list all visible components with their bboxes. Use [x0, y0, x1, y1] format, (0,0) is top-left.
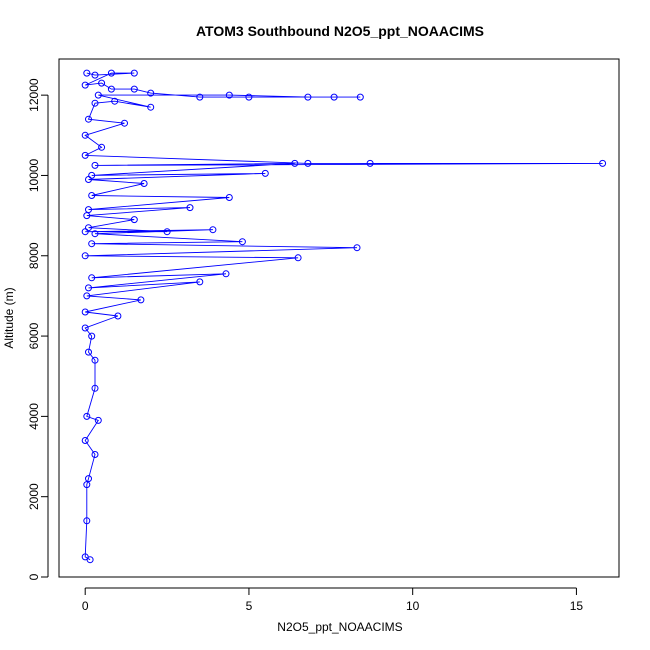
data-point [88, 171, 96, 179]
data-point [88, 192, 96, 199]
data-point [88, 332, 96, 340]
series-line [84, 72, 603, 561]
data-point [107, 69, 115, 77]
data-point [88, 274, 96, 282]
data-point [85, 224, 92, 232]
y-tick-label: 6000 [27, 322, 41, 349]
y-tick-label: 4000 [27, 403, 41, 430]
data-point [85, 348, 92, 356]
data-point [88, 240, 96, 248]
data-point [83, 292, 91, 300]
data-point [304, 159, 312, 167]
data-point [81, 437, 89, 444]
x-tick-label: 0 [82, 599, 89, 613]
data-point [121, 119, 128, 127]
data-point [91, 451, 99, 458]
data-point [304, 93, 312, 101]
data-point [83, 412, 91, 420]
y-axis: 0 2000 4000 6000 8000 10000 12000 [27, 78, 49, 580]
data-point [147, 89, 155, 97]
data-point [225, 194, 233, 201]
data-point [91, 161, 99, 169]
data-point [130, 216, 138, 224]
x-tick-label: 10 [406, 599, 420, 613]
data-point [130, 69, 138, 77]
data-point [94, 416, 102, 424]
data-point [91, 71, 99, 79]
data-point [163, 228, 171, 236]
data-point [330, 93, 338, 101]
data-point [91, 99, 99, 107]
data-point [186, 204, 194, 212]
data-point [137, 296, 145, 304]
data-point [83, 517, 91, 525]
data-point [81, 81, 89, 89]
data-point [130, 85, 138, 93]
data-point [91, 384, 99, 392]
x-tick-label: 15 [570, 599, 584, 613]
data-series [81, 69, 607, 564]
data-point [225, 91, 233, 99]
data-point [83, 69, 91, 77]
data-point [81, 308, 89, 316]
plot-frame [58, 58, 620, 578]
data-point [599, 159, 607, 167]
data-point [81, 252, 89, 260]
data-point [196, 278, 204, 286]
data-point [147, 103, 155, 111]
data-point [140, 180, 148, 187]
y-tick-label: 12000 [27, 78, 41, 112]
data-point [85, 206, 92, 214]
x-axis-label: N2O5_ppt_NOAACIMS [277, 620, 402, 634]
y-axis-label: Altitude (m) [2, 287, 16, 348]
data-point [81, 131, 89, 139]
data-point [81, 553, 89, 561]
data-point [261, 169, 269, 177]
data-point [94, 91, 102, 99]
data-point [85, 475, 92, 483]
data-point [91, 356, 99, 364]
y-tick-label: 8000 [27, 242, 41, 269]
data-point [98, 79, 106, 87]
data-point [81, 324, 89, 332]
chart-title: ATOM3 Southbound N2O5_ppt_NOAACIMS [196, 23, 484, 39]
x-tick-label: 5 [246, 599, 253, 613]
data-point [209, 226, 217, 234]
y-tick-label: 0 [27, 573, 41, 580]
data-point [196, 93, 204, 101]
data-point [353, 244, 361, 252]
data-point [98, 143, 106, 151]
data-point [81, 151, 89, 159]
data-point [238, 238, 246, 246]
data-point [222, 270, 230, 278]
data-point [245, 93, 253, 101]
data-point [356, 93, 364, 101]
data-point [107, 85, 115, 93]
data-point [85, 284, 92, 292]
data-point [366, 159, 374, 167]
data-point [85, 115, 92, 123]
y-tick-label: 10000 [27, 158, 41, 192]
y-tick-label: 2000 [27, 483, 41, 510]
data-point [111, 97, 119, 105]
data-point [291, 159, 299, 167]
data-point [91, 230, 99, 238]
data-point [114, 312, 122, 320]
data-point [294, 254, 302, 262]
x-axis: 0 5 10 15 [82, 587, 584, 613]
